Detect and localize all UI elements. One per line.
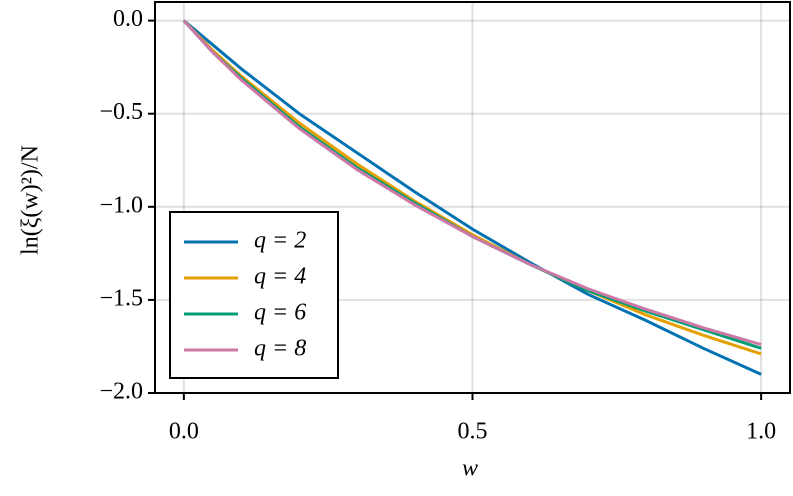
series-line bbox=[182, 19, 762, 347]
y-tick-label: −0.5 bbox=[99, 99, 143, 125]
legend-label: q = 8 bbox=[254, 336, 306, 362]
plot-frame bbox=[154, 1, 791, 394]
legend-box bbox=[169, 211, 339, 379]
y-tick-label: −1.0 bbox=[99, 192, 143, 218]
x-axis-label: w bbox=[462, 456, 478, 482]
y-tick-label: 0.0 bbox=[113, 6, 143, 32]
y-tick-label: −1.5 bbox=[99, 285, 143, 311]
series-line bbox=[182, 19, 762, 376]
y-tick-label: −2.0 bbox=[99, 379, 143, 405]
x-tick-label: 0.5 bbox=[458, 419, 488, 445]
x-tick-label: 0.0 bbox=[169, 419, 199, 445]
y-axis-label: ln(ξ(w)²)/N bbox=[18, 145, 44, 255]
legend-label: q = 4 bbox=[254, 264, 306, 290]
legend-label: q = 2 bbox=[254, 228, 306, 254]
x-tick-label: 1.0 bbox=[746, 419, 776, 445]
legend-label: q = 6 bbox=[254, 300, 306, 326]
